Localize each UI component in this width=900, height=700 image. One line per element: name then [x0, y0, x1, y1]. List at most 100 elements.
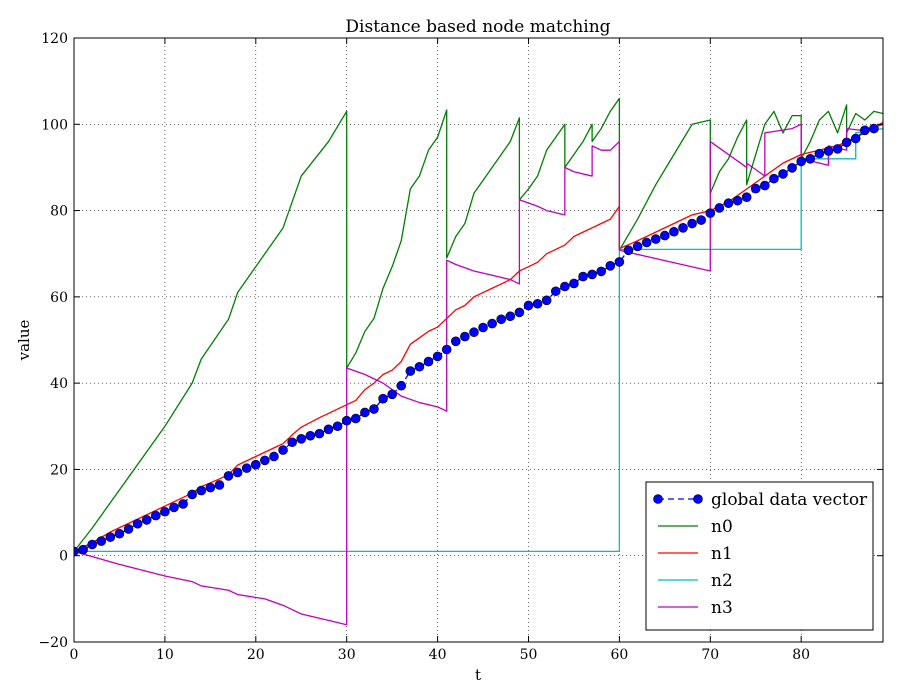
- data-point-global-data-vector: [587, 269, 597, 280]
- data-point-global-data-vector: [441, 344, 452, 355]
- data-point-global-data-vector: [705, 208, 716, 218]
- data-point-global-data-vector: [450, 336, 461, 347]
- data-point-global-data-vector: [523, 300, 534, 311]
- data-point-global-data-vector: [387, 389, 397, 400]
- data-point-global-data-vector: [578, 271, 588, 282]
- data-point-global-data-vector: [232, 467, 243, 478]
- x-tick-label: 20: [247, 647, 265, 663]
- data-point-global-data-vector: [769, 173, 779, 184]
- data-point-global-data-vector: [350, 413, 361, 424]
- data-point-global-data-vector: [741, 192, 752, 202]
- data-point-global-data-vector: [287, 437, 297, 448]
- data-point-global-data-vector: [569, 278, 579, 289]
- data-point-global-data-vector: [750, 183, 761, 194]
- data-point-global-data-vector: [478, 322, 488, 333]
- data-point-global-data-vector: [87, 539, 97, 550]
- data-point-global-data-vector: [187, 489, 197, 500]
- data-point-global-data-vector: [205, 482, 216, 493]
- x-tick-label: 50: [520, 647, 538, 663]
- data-point-global-data-vector: [714, 203, 725, 213]
- data-point-global-data-vector: [641, 237, 652, 248]
- data-point-global-data-vector: [869, 123, 879, 134]
- data-point-global-data-vector: [778, 169, 788, 179]
- data-point-global-data-vector: [160, 506, 170, 517]
- y-tick-label: −20: [38, 635, 68, 651]
- data-point-global-data-vector: [241, 463, 252, 473]
- data-point-global-data-vector: [469, 327, 479, 338]
- data-point-global-data-vector: [223, 471, 234, 481]
- legend-label-n3: n3: [711, 598, 733, 618]
- legend-marker-global-data-vector: [693, 494, 703, 504]
- data-point-global-data-vector: [860, 125, 870, 136]
- x-tick-label: 40: [429, 647, 447, 663]
- data-point-global-data-vector: [269, 451, 279, 462]
- data-point-global-data-vector: [260, 455, 270, 466]
- data-point-global-data-vector: [296, 433, 307, 444]
- data-point-global-data-vector: [723, 198, 734, 209]
- y-tick-label: 120: [41, 31, 68, 47]
- data-point-global-data-vector: [151, 510, 161, 521]
- data-point-global-data-vector: [178, 499, 188, 509]
- data-point-global-data-vector: [414, 361, 425, 372]
- data-point-global-data-vector: [96, 536, 107, 546]
- data-point-global-data-vector: [787, 163, 797, 173]
- data-point-global-data-vector: [332, 421, 343, 432]
- y-tick-label: 40: [50, 376, 68, 392]
- plot-frame: [73, 37, 884, 643]
- data-point-global-data-vector: [687, 218, 697, 229]
- data-point-global-data-vector: [669, 226, 679, 237]
- y-tick-label: 60: [50, 290, 68, 306]
- series-line-n1: [74, 121, 883, 552]
- y-tick-label: 100: [41, 117, 68, 133]
- data-point-global-data-vector: [696, 215, 707, 225]
- data-point-global-data-vector: [314, 428, 325, 439]
- data-point-global-data-vector: [341, 415, 352, 426]
- data-point-global-data-vector: [423, 356, 434, 367]
- data-point-global-data-vector: [378, 393, 388, 404]
- x-tick-label: 0: [70, 647, 79, 663]
- data-point-global-data-vector: [132, 518, 143, 529]
- legend: global data vector n0 n1 n2 n3: [645, 481, 874, 631]
- data-point-global-data-vector: [460, 331, 470, 342]
- y-tick-label: 0: [59, 549, 68, 565]
- legend-marker-global-data-vector: [653, 494, 663, 504]
- data-point-global-data-vector: [660, 230, 670, 241]
- data-point-global-data-vector: [360, 407, 370, 418]
- x-tick-label: 10: [156, 647, 174, 663]
- data-point-global-data-vector: [323, 424, 334, 435]
- data-point-global-data-vector: [78, 544, 88, 555]
- y-tick-label: 20: [50, 462, 68, 478]
- data-point-global-data-vector: [250, 459, 261, 470]
- data-point-global-data-vector: [550, 286, 561, 297]
- x-tick-label: 80: [792, 647, 810, 663]
- data-point-global-data-vector: [169, 502, 179, 513]
- data-point-global-data-vector: [541, 295, 552, 306]
- data-point-global-data-vector: [823, 146, 834, 156]
- x-tick-label: 30: [338, 647, 356, 663]
- data-point-global-data-vector: [560, 281, 570, 292]
- legend-label-n1: n1: [711, 544, 733, 564]
- data-point-global-data-vector: [678, 223, 688, 233]
- data-point-global-data-vector: [796, 156, 806, 167]
- series-layer: [74, 97, 883, 626]
- series-line-n0: [74, 97, 883, 552]
- data-point-global-data-vector: [141, 515, 152, 525]
- data-point-global-data-vector: [841, 137, 852, 148]
- data-point-global-data-vector: [487, 318, 497, 329]
- data-point-global-data-vector: [514, 307, 525, 318]
- chart-title: Distance based node matching: [345, 17, 610, 37]
- data-point-global-data-vector: [732, 195, 743, 206]
- data-point-global-data-vector: [432, 351, 443, 362]
- legend-label-global-data-vector: global data vector: [711, 490, 868, 510]
- series-line-n3: [74, 123, 883, 626]
- data-point-global-data-vector: [105, 532, 116, 542]
- data-point-global-data-vector: [214, 480, 225, 490]
- legend-box: [645, 481, 874, 631]
- data-point-global-data-vector: [278, 445, 288, 455]
- data-point-global-data-vector: [369, 404, 379, 414]
- data-point-global-data-vector: [650, 234, 661, 244]
- legend-label-n2: n2: [711, 571, 733, 591]
- x-axis-label: t: [475, 666, 481, 684]
- data-point-global-data-vector: [305, 430, 316, 441]
- data-point-global-data-vector: [814, 148, 825, 159]
